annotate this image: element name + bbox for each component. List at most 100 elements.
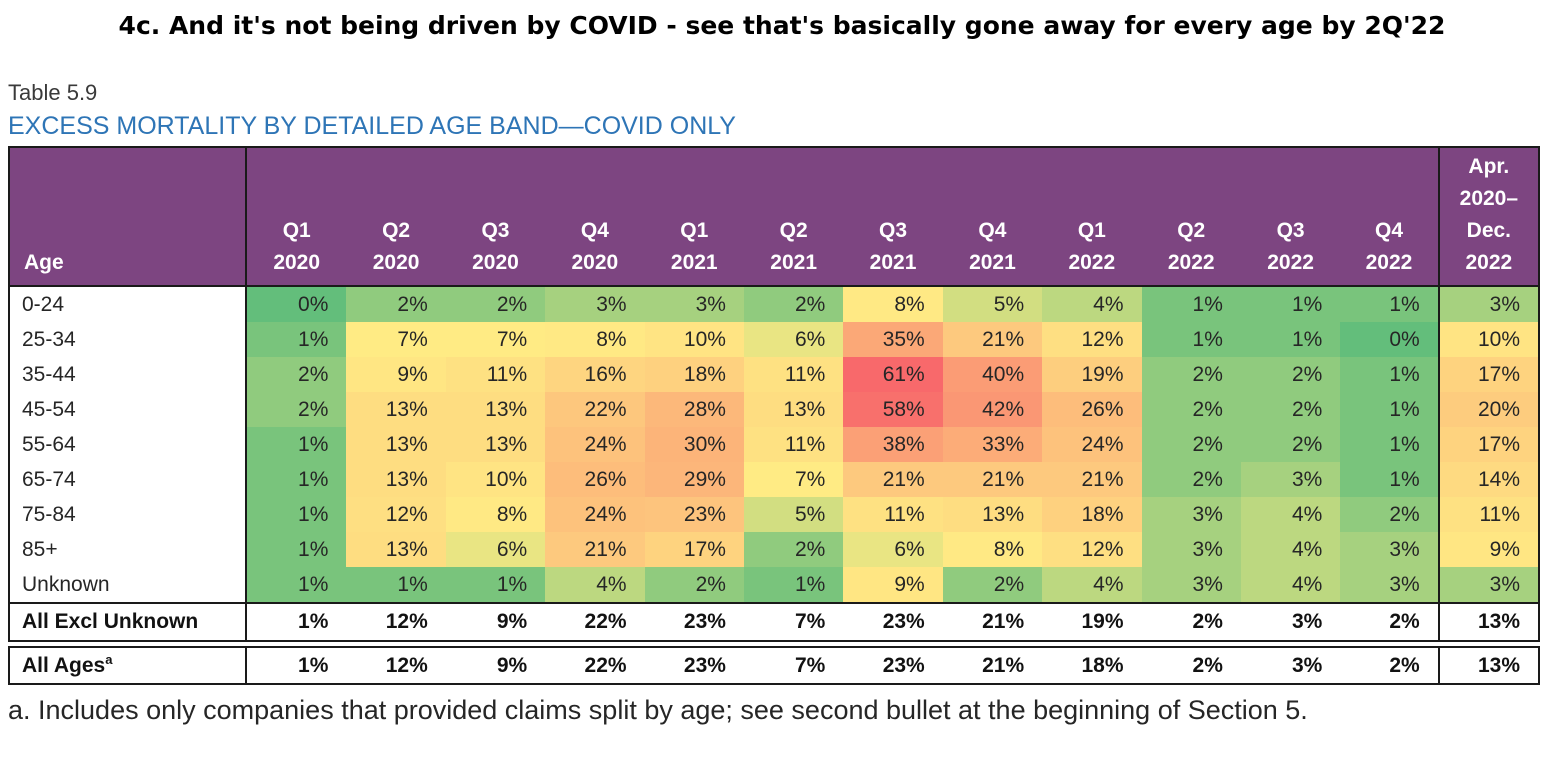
table-row: 85+ 1% 13% 6% 21% 17% 2% 6% 8% 12% 3% 4% 3% 9% xyxy=(10,532,1538,567)
heat-cell: 13% xyxy=(445,427,546,462)
heat-cell: 4% xyxy=(1042,287,1142,322)
heat-cell: 24% xyxy=(1042,427,1142,462)
heat-cell: 58% xyxy=(843,392,943,427)
heat-cell: 1% xyxy=(247,497,347,532)
heat-cell: 1% xyxy=(1240,322,1341,357)
heat-cell: 1% xyxy=(1340,357,1440,392)
heat-cell: 11% xyxy=(445,357,546,392)
heat-cell: 13% xyxy=(346,532,446,567)
heat-cell: 7% xyxy=(743,462,844,497)
table-row: 55-64 1% 13% 13% 24% 30% 11% 38% 33% 24% 2% 2% 1% 17% xyxy=(10,427,1538,462)
row-label: All Agesa xyxy=(10,648,247,683)
heat-cell: 1% xyxy=(1340,392,1440,427)
total-cell: 13% xyxy=(1477,654,1520,677)
column-header: Apr. 2020– Dec. 2022 xyxy=(1459,155,1519,274)
heat-cell: 2% xyxy=(346,287,446,322)
total-cell: 3% xyxy=(1291,654,1323,677)
total-cell: 12% xyxy=(385,610,428,633)
table-label: Table 5.9 xyxy=(8,80,98,105)
heat-cell: 23% xyxy=(644,497,744,532)
total-cell: 12% xyxy=(385,654,428,677)
heat-cell: 1% xyxy=(1240,287,1341,322)
heat-cell: 13% xyxy=(346,462,446,497)
heat-cell: 13% xyxy=(346,392,446,427)
row-label: 75-84 xyxy=(10,497,247,532)
heat-cell: 11% xyxy=(843,497,943,532)
heat-cell: 2% xyxy=(1141,392,1241,427)
heat-cell: 8% xyxy=(843,287,943,322)
heat-cell: 9% xyxy=(1439,532,1538,567)
heat-cell: 8% xyxy=(445,497,546,532)
total-cell: 23% xyxy=(683,610,726,633)
total-cell: 23% xyxy=(882,610,925,633)
heat-cell: 3% xyxy=(545,287,645,322)
column-header: Q3 2022 xyxy=(1267,219,1314,274)
heat-cell: 0% xyxy=(1340,322,1440,357)
heat-cell: 3% xyxy=(1340,567,1440,602)
heat-cell: 4% xyxy=(1240,567,1341,602)
table-title: EXCESS MORTALITY BY DETAILED AGE BAND—CO… xyxy=(8,112,736,140)
row-label: 65-74 xyxy=(10,462,247,497)
heatmap-table: Age Q1 2020 Q2 2020 Q3 2020 Q4 2020 Q1 2021 Q2 2021 Q… xyxy=(8,146,1540,642)
heat-cell: 2% xyxy=(247,392,347,427)
heat-cell: 12% xyxy=(1042,532,1142,567)
heat-cell: 4% xyxy=(545,567,645,602)
heat-cell: 19% xyxy=(1042,357,1142,392)
heat-cell: 5% xyxy=(942,287,1043,322)
total-cell: 21% xyxy=(982,654,1025,677)
heat-cell: 2% xyxy=(1141,462,1241,497)
total-cell: 13% xyxy=(1477,610,1520,633)
age-column-header: Age xyxy=(10,148,247,285)
heat-cell: 7% xyxy=(346,322,446,357)
heat-cell: 26% xyxy=(545,462,645,497)
column-header: Q1 2022 xyxy=(1068,219,1116,274)
heat-cell: 3% xyxy=(1439,567,1538,602)
total-cell: 7% xyxy=(794,654,826,677)
heat-cell: 1% xyxy=(743,567,844,602)
heat-cell: 13% xyxy=(942,497,1043,532)
heat-cell: 2% xyxy=(743,287,844,322)
heat-cell: 3% xyxy=(1240,462,1341,497)
heat-cell: 1% xyxy=(247,532,347,567)
heat-cell: 28% xyxy=(644,392,744,427)
heat-cell: 1% xyxy=(445,567,546,602)
heat-cell: 22% xyxy=(545,392,645,427)
table-row: 0-24 0% 2% 2% 3% 3% 2% 8% 5% 4% 1% 1% 1% 3% xyxy=(10,287,1538,322)
column-header: Q4 2021 xyxy=(969,219,1016,274)
heat-cell: 1% xyxy=(1141,322,1241,357)
heat-cell: 4% xyxy=(1042,567,1142,602)
heat-cell: 3% xyxy=(1439,287,1538,322)
heat-cell: 2% xyxy=(247,357,347,392)
heat-cell: 21% xyxy=(1042,462,1142,497)
total-cell: 19% xyxy=(1081,610,1124,633)
heat-cell: 29% xyxy=(644,462,744,497)
heat-cell: 30% xyxy=(644,427,744,462)
heat-cell: 40% xyxy=(942,357,1043,392)
column-header: Q2 2020 xyxy=(372,219,420,274)
column-header: Q3 2021 xyxy=(869,219,917,274)
heat-cell: 3% xyxy=(644,287,744,322)
heat-cell: 1% xyxy=(1340,427,1440,462)
total-cell: 21% xyxy=(982,610,1025,633)
heat-cell: 21% xyxy=(545,532,645,567)
row-label: 85+ xyxy=(10,532,247,567)
table-row: Unknown 1% 1% 1% 4% 2% 1% 9% 2% 4% 3% 4% 3% 3% xyxy=(10,567,1538,602)
column-header: Q4 2020 xyxy=(571,219,619,274)
total-cell: 18% xyxy=(1081,654,1124,677)
heat-cell: 20% xyxy=(1439,392,1538,427)
total-cell: 7% xyxy=(794,610,826,633)
total-cell: 1% xyxy=(298,654,329,677)
total-cell: 9% xyxy=(496,654,528,677)
heat-cell: 6% xyxy=(843,532,943,567)
table-row: 75-84 1% 12% 8% 24% 23% 5% 11% 13% 18% 3% 4% 2% 11% xyxy=(10,497,1538,532)
heat-cell: 11% xyxy=(1439,497,1538,532)
heat-cell: 13% xyxy=(445,392,546,427)
column-header: Q2 2022 xyxy=(1167,219,1215,274)
heat-cell: 3% xyxy=(1340,532,1440,567)
heat-cell: 1% xyxy=(1141,287,1241,322)
heat-cell: 1% xyxy=(247,462,347,497)
footnote: a. Includes only companies that provided… xyxy=(8,695,1308,725)
all-ages-table: All Agesa 1% 12% 9% 22% 23% 7% 23% 21% 18% 2% 3% 2% 1… xyxy=(8,646,1540,685)
total-cell: 2% xyxy=(1192,610,1223,633)
heat-cell: 2% xyxy=(1240,427,1341,462)
